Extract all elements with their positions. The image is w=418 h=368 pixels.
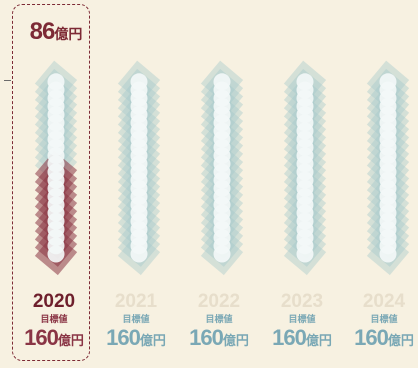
target-label: 目標値 [40,314,68,324]
target-label: 目標値 [288,314,316,324]
column-label-2022: 2022 目標値 160億円 [181,292,257,354]
column-label-2021: 2021 目標値 160億円 [98,292,174,354]
target-label: 目標値 [370,314,398,324]
target-value: 160億円 [181,325,257,354]
target-value-number: 160 [24,325,59,350]
year-label: 2023 [280,291,324,312]
target-value-number: 160 [189,325,224,350]
highlight-frame-2020 [12,4,90,361]
tick-mark [4,80,11,81]
column-2023 [283,60,327,276]
column-2021 [117,60,161,276]
target-value: 160億円 [98,325,174,354]
target-value-unit: 億円 [387,333,414,348]
target-value-unit: 億円 [139,333,166,348]
year-label: 2024 [362,291,406,312]
actual-value-label: 86億円 [18,18,94,46]
target-value-unit: 億円 [305,333,332,348]
column-label-2024: 2024 目標値 160億円 [346,292,418,354]
actual-value-unit: 億円 [54,26,83,42]
year-label: 2020 [32,291,76,312]
target-value: 160億円 [16,325,92,354]
year-label: 2022 [197,291,241,312]
column-2022 [200,60,244,276]
target-value: 160億円 [346,325,418,354]
column-label-2023: 2023 目標値 160億円 [264,292,340,354]
target-value-number: 160 [106,325,141,350]
bar-point [379,245,397,263]
target-value-number: 160 [354,325,389,350]
actual-value-number: 86 [29,18,56,45]
target-value: 160億円 [264,325,340,354]
bar-point [213,245,231,263]
target-value-number: 160 [272,325,307,350]
target-label: 目標値 [122,314,150,324]
target-label: 目標値 [205,314,233,324]
target-value-unit: 億円 [222,333,249,348]
bar-point [47,245,65,263]
column-label-2020: 2020 目標値 160億円 [16,292,92,354]
column-2020 [34,60,78,276]
bar-point [130,245,148,263]
column-2024 [366,60,410,276]
target-value-unit: 億円 [57,333,84,348]
bar-point [296,245,314,263]
year-label: 2021 [114,291,158,312]
